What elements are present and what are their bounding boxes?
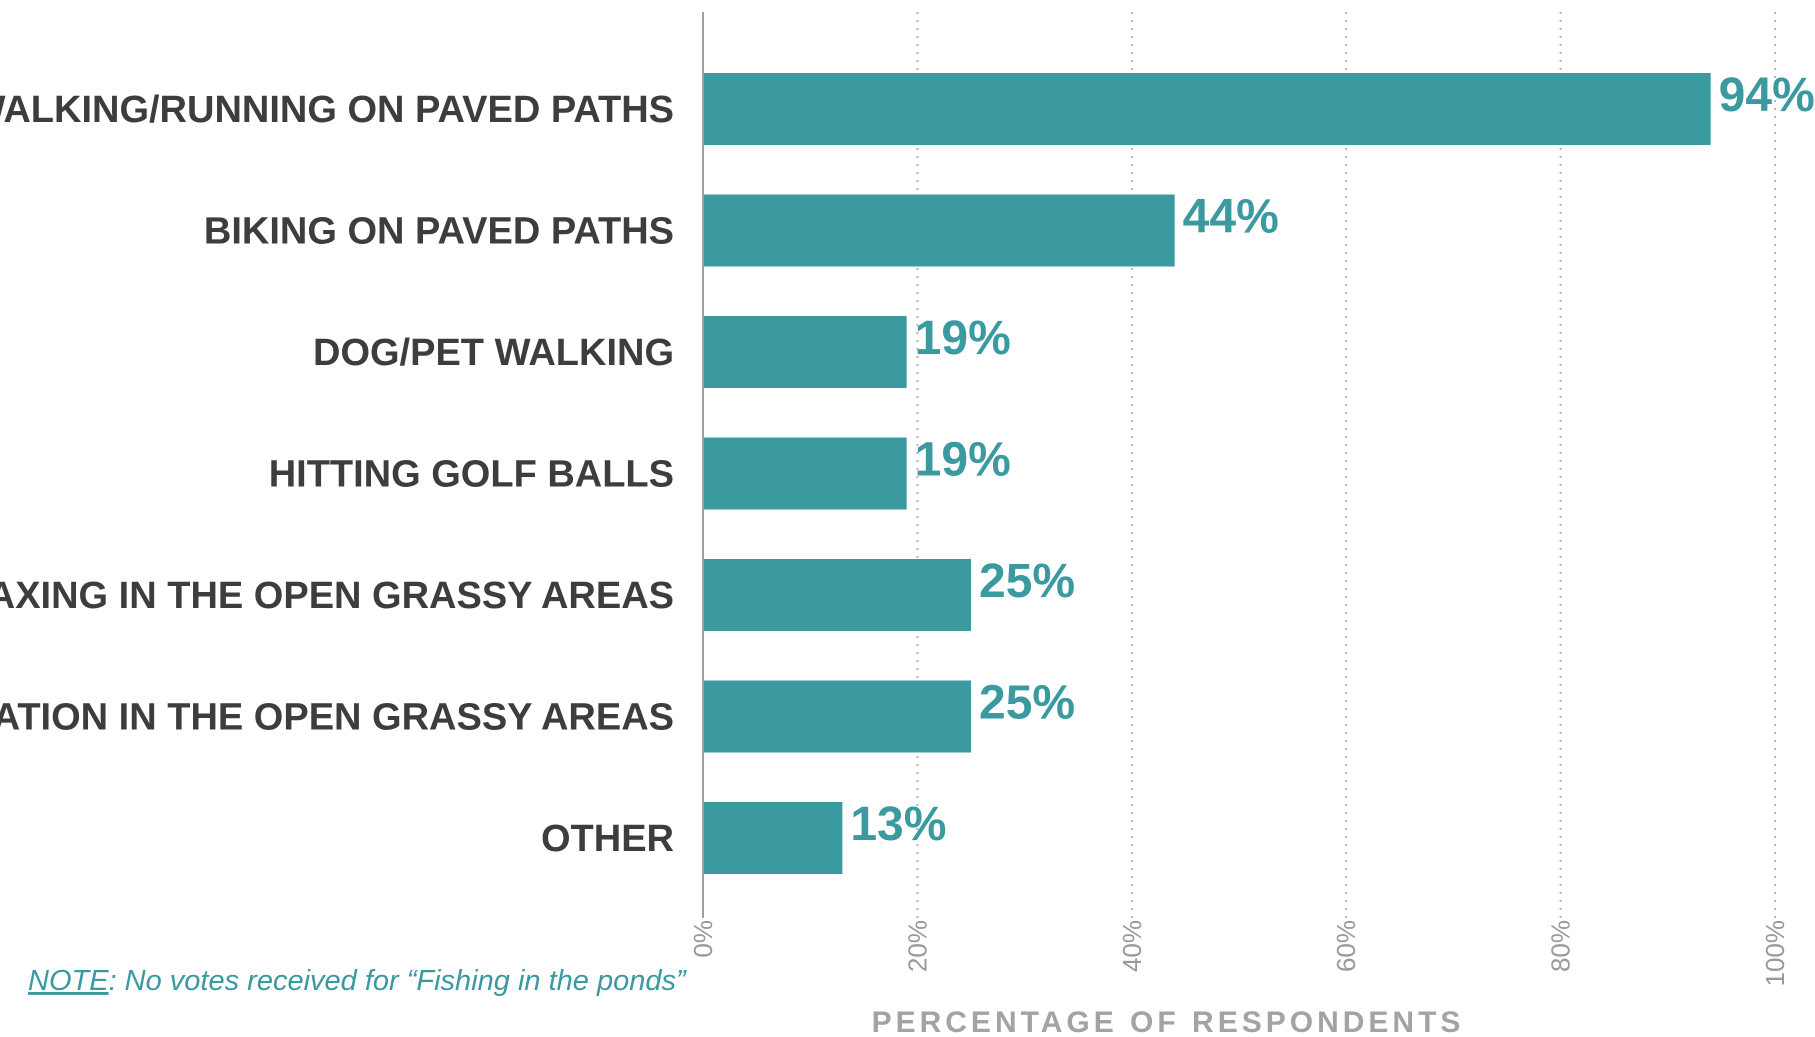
footnote: NOTE: No votes received for “Fishing in … bbox=[28, 965, 687, 997]
value-label: 94% bbox=[1719, 69, 1815, 122]
value-label: 19% bbox=[915, 312, 1011, 365]
value-label: 25% bbox=[979, 555, 1075, 608]
category-label: HITTING GOLF BALLS bbox=[269, 454, 674, 496]
x-tick-label: 40% bbox=[1117, 920, 1147, 972]
x-tick-label: 60% bbox=[1331, 920, 1361, 972]
x-tick-label: 100% bbox=[1760, 920, 1790, 987]
footnote-text: : No votes received for “Fishing in the … bbox=[109, 965, 687, 997]
bar bbox=[703, 73, 1711, 145]
value-labels: 94% 44% 19% 19% 25% 25% 13% bbox=[850, 69, 1814, 851]
x-tick-label: 80% bbox=[1546, 920, 1576, 972]
x-axis-ticks: 0% 20% 40% 60% 80% 100% bbox=[688, 920, 1790, 987]
category-label: RECREATION IN THE OPEN GRASSY AREAS bbox=[0, 697, 674, 739]
bar bbox=[703, 559, 971, 631]
category-label: OTHER bbox=[541, 818, 674, 860]
footnote-label: NOTE bbox=[28, 965, 109, 997]
category-label: BIKING ON PAVED PATHS bbox=[204, 211, 674, 253]
category-labels: WALKING/RUNNING ON PAVED PATHS BIKING ON … bbox=[0, 89, 674, 860]
category-label: DOG/PET WALKING bbox=[313, 332, 674, 374]
bar bbox=[703, 802, 843, 874]
x-tick-label: 0% bbox=[688, 920, 718, 958]
x-tick-label: 20% bbox=[902, 920, 932, 972]
bar bbox=[703, 194, 1175, 267]
value-label: 25% bbox=[979, 677, 1075, 730]
value-label: 13% bbox=[850, 798, 946, 851]
bar bbox=[703, 437, 907, 510]
category-label: WALKING/RUNNING ON PAVED PATHS bbox=[0, 89, 674, 131]
category-label: RELAXING IN THE OPEN GRASSY AREAS bbox=[0, 575, 674, 617]
bars bbox=[703, 73, 1711, 874]
bar bbox=[703, 316, 907, 388]
gridlines bbox=[916, 12, 1776, 918]
bar bbox=[703, 680, 971, 753]
value-label: 44% bbox=[1183, 191, 1279, 244]
x-axis-title: PERCENTAGE OF RESPONDENTS bbox=[872, 1006, 1465, 1037]
value-label: 19% bbox=[915, 434, 1011, 487]
